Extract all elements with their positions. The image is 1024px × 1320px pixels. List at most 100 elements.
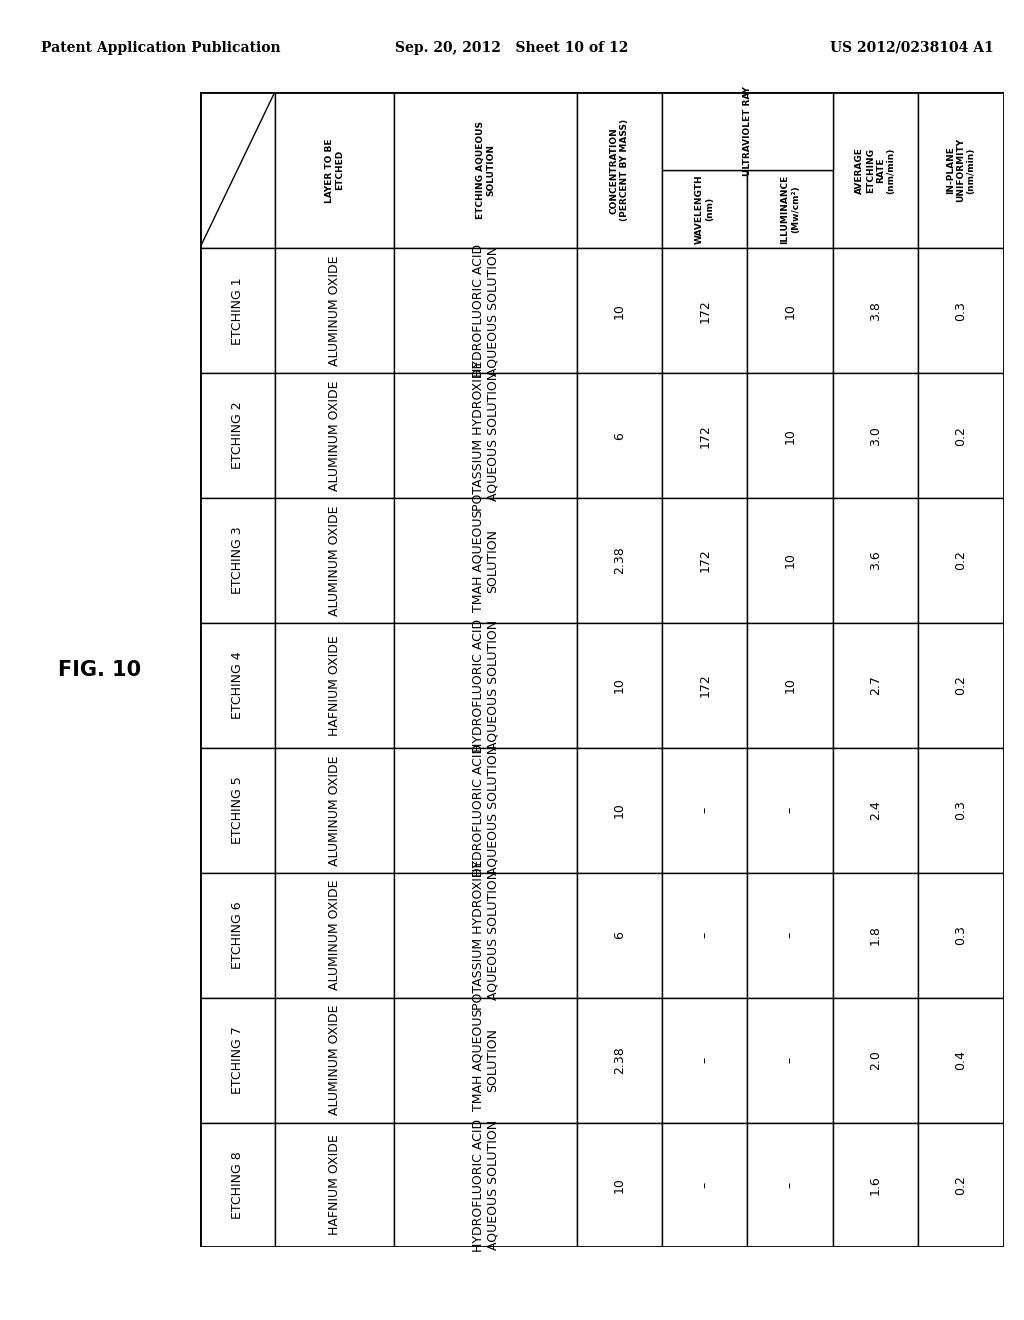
Text: FIG. 10: FIG. 10 xyxy=(57,660,141,680)
Bar xyxy=(274,92,394,248)
Text: AVERAGE
ETCHING
RATE
(nm/min): AVERAGE ETCHING RATE (nm/min) xyxy=(855,147,896,194)
Bar xyxy=(274,873,394,998)
Bar xyxy=(274,498,394,623)
Text: –: – xyxy=(698,932,712,939)
Text: 3.6: 3.6 xyxy=(869,550,882,570)
Bar xyxy=(662,873,748,998)
Bar xyxy=(394,998,577,1122)
Text: POTASSIUM HYDROXIDE
AQUEOUS SOLUTION: POTASSIUM HYDROXIDE AQUEOUS SOLUTION xyxy=(471,861,500,1010)
Bar xyxy=(394,498,577,623)
Bar xyxy=(833,623,919,748)
Text: ALUMINUM OXIDE: ALUMINUM OXIDE xyxy=(328,506,341,616)
Text: 0.3: 0.3 xyxy=(954,301,968,321)
Text: ETCHING 2: ETCHING 2 xyxy=(230,401,244,470)
Bar xyxy=(662,998,748,1122)
Bar xyxy=(662,170,748,248)
Bar xyxy=(748,998,833,1122)
Bar xyxy=(919,873,1004,998)
Text: ETCHING 3: ETCHING 3 xyxy=(230,527,244,594)
Bar xyxy=(748,748,833,873)
Text: US 2012/0238104 A1: US 2012/0238104 A1 xyxy=(829,41,993,54)
Text: HYDROFLUORIC ACID
AQUEOUS SOLUTION: HYDROFLUORIC ACID AQUEOUS SOLUTION xyxy=(471,743,500,876)
Bar xyxy=(274,1122,394,1247)
Text: HAFNIUM OXIDE: HAFNIUM OXIDE xyxy=(328,635,341,735)
Bar xyxy=(394,92,577,248)
Bar xyxy=(833,873,919,998)
Text: 10: 10 xyxy=(612,1177,626,1193)
Bar xyxy=(919,748,1004,873)
Bar xyxy=(919,1122,1004,1247)
Text: 2.38: 2.38 xyxy=(612,546,626,574)
Bar xyxy=(919,92,1004,248)
Bar xyxy=(662,92,833,170)
Text: ETCHING AQUEOUS
SOLUTION: ETCHING AQUEOUS SOLUTION xyxy=(476,121,496,219)
Text: ETCHING 6: ETCHING 6 xyxy=(230,902,244,969)
Text: ETCHING 7: ETCHING 7 xyxy=(230,1026,244,1094)
Text: 0.2: 0.2 xyxy=(954,426,968,446)
Bar xyxy=(394,1122,577,1247)
Text: 0.2: 0.2 xyxy=(954,676,968,696)
Text: –: – xyxy=(698,1181,712,1188)
Bar xyxy=(748,248,833,374)
Bar xyxy=(394,748,577,873)
Text: ALUMINUM OXIDE: ALUMINUM OXIDE xyxy=(328,380,341,491)
Text: 172: 172 xyxy=(698,424,712,447)
Bar xyxy=(394,623,577,748)
Bar xyxy=(274,748,394,873)
Bar xyxy=(577,873,662,998)
Bar xyxy=(274,374,394,498)
Text: –: – xyxy=(698,1057,712,1063)
Text: 0.3: 0.3 xyxy=(954,800,968,820)
Bar xyxy=(274,623,394,748)
Bar xyxy=(577,998,662,1122)
Text: ETCHING 8: ETCHING 8 xyxy=(230,1151,244,1218)
Bar xyxy=(662,374,748,498)
Bar xyxy=(748,873,833,998)
Text: CONCENTRATION
(PERCENT BY MASS): CONCENTRATION (PERCENT BY MASS) xyxy=(609,119,629,222)
Bar xyxy=(662,748,748,873)
Bar xyxy=(919,498,1004,623)
Bar xyxy=(833,92,919,248)
Text: ALUMINUM OXIDE: ALUMINUM OXIDE xyxy=(328,880,341,990)
Text: IN-PLANE
UNIFORMITY
(nm/min): IN-PLANE UNIFORMITY (nm/min) xyxy=(946,139,976,202)
Text: 2.38: 2.38 xyxy=(612,1047,626,1074)
Text: 0.4: 0.4 xyxy=(954,1051,968,1071)
Bar xyxy=(662,1122,748,1247)
Bar xyxy=(200,623,274,748)
Bar xyxy=(394,374,577,498)
Text: 2.7: 2.7 xyxy=(869,676,882,696)
Text: 10: 10 xyxy=(783,428,797,444)
Bar xyxy=(200,1122,274,1247)
Text: ALUMINUM OXIDE: ALUMINUM OXIDE xyxy=(328,755,341,866)
Text: 10: 10 xyxy=(612,803,626,818)
Bar xyxy=(662,623,748,748)
Text: 10: 10 xyxy=(612,302,626,318)
Text: 3.0: 3.0 xyxy=(869,426,882,446)
Bar xyxy=(394,248,577,374)
Bar xyxy=(833,748,919,873)
Text: ILLUMINANCE
(Mw/cm²): ILLUMINANCE (Mw/cm²) xyxy=(780,174,800,244)
Bar xyxy=(200,748,274,873)
Text: 2.0: 2.0 xyxy=(869,1051,882,1071)
Bar xyxy=(748,623,833,748)
Text: TMAH AQUEOUS
SOLUTION: TMAH AQUEOUS SOLUTION xyxy=(471,1008,500,1111)
Text: WAVELENGTH
(nm): WAVELENGTH (nm) xyxy=(695,174,715,244)
Text: POTASSIUM HYDROXIDE
AQUEOUS SOLUTION: POTASSIUM HYDROXIDE AQUEOUS SOLUTION xyxy=(471,360,500,511)
Bar xyxy=(833,998,919,1122)
Bar xyxy=(833,498,919,623)
Text: TMAH AQUEOUS
SOLUTION: TMAH AQUEOUS SOLUTION xyxy=(471,510,500,611)
Bar xyxy=(577,1122,662,1247)
Text: ETCHING 1: ETCHING 1 xyxy=(230,277,244,345)
Bar xyxy=(833,374,919,498)
Text: –: – xyxy=(783,932,797,939)
Text: ALUMINUM OXIDE: ALUMINUM OXIDE xyxy=(328,1005,341,1115)
Text: 10: 10 xyxy=(783,302,797,318)
Text: 10: 10 xyxy=(612,677,626,693)
Bar xyxy=(394,873,577,998)
Text: 0.2: 0.2 xyxy=(954,1175,968,1195)
Bar xyxy=(919,998,1004,1122)
Bar xyxy=(748,374,833,498)
Bar xyxy=(200,92,274,248)
Text: 1.6: 1.6 xyxy=(869,1175,882,1195)
Bar xyxy=(662,248,748,374)
